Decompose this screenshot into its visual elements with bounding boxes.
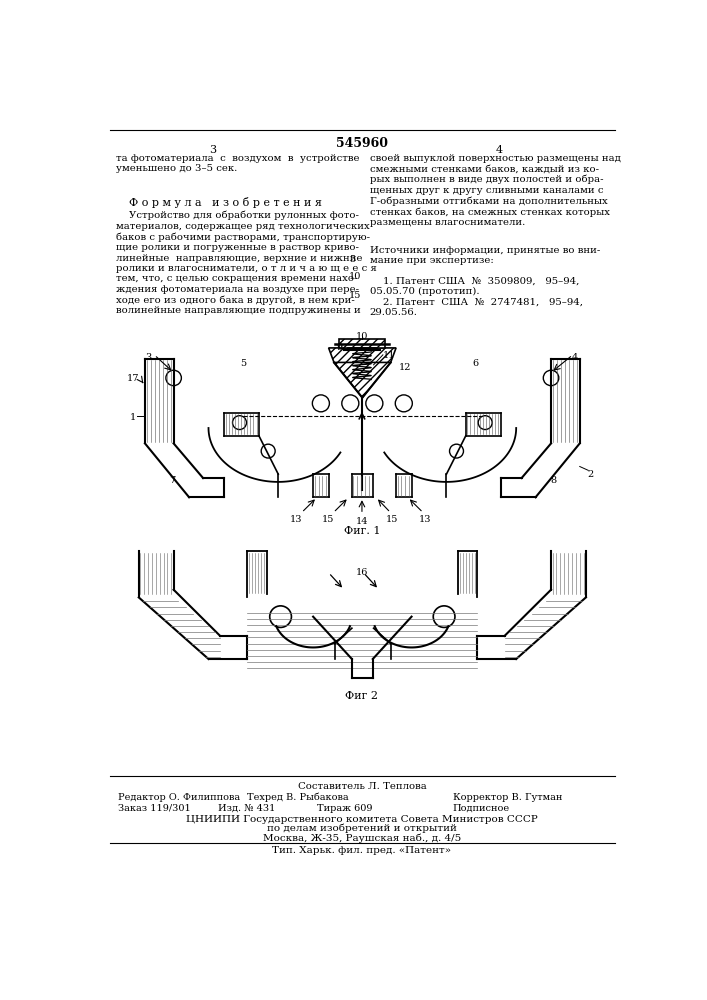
Text: Изд. № 431: Изд. № 431 xyxy=(218,804,275,813)
Text: 4: 4 xyxy=(496,145,503,155)
Text: 4: 4 xyxy=(572,353,578,362)
Text: Тип. Харьк. фил. пред. «Патент»: Тип. Харьк. фил. пред. «Патент» xyxy=(272,846,452,855)
Text: 12: 12 xyxy=(398,363,411,372)
Text: своей выпуклой поверхностью размещены над
смежными стенками баков, каждый из ко-: своей выпуклой поверхностью размещены на… xyxy=(370,154,621,227)
Text: Москва, Ж-35, Раушская наб., д. 4/5: Москва, Ж-35, Раушская наб., д. 4/5 xyxy=(263,833,461,843)
Text: 9: 9 xyxy=(337,343,342,352)
Text: 2: 2 xyxy=(588,470,594,479)
Text: 10: 10 xyxy=(356,332,368,341)
Text: 15: 15 xyxy=(349,291,361,300)
Text: 14: 14 xyxy=(356,517,368,526)
Text: Фиг 2: Фиг 2 xyxy=(346,691,378,701)
Text: Подписное: Подписное xyxy=(452,804,510,813)
Circle shape xyxy=(341,395,359,412)
Text: Составитель Л. Теплова: Составитель Л. Теплова xyxy=(298,782,426,791)
Text: 3: 3 xyxy=(146,353,152,362)
Text: 11: 11 xyxy=(383,351,395,360)
Text: та фотоматериала  с  воздухом  в  устройстве
уменьшено до 3–5 сек.: та фотоматериала с воздухом в устройстве… xyxy=(115,154,359,173)
Text: 15: 15 xyxy=(322,515,334,524)
Text: 10: 10 xyxy=(349,272,361,281)
Circle shape xyxy=(312,395,329,412)
Circle shape xyxy=(433,606,455,627)
Text: Редактор О. Филиппова: Редактор О. Филиппова xyxy=(118,793,240,802)
Text: 6: 6 xyxy=(473,359,479,368)
Circle shape xyxy=(270,606,291,627)
Circle shape xyxy=(261,444,275,458)
Text: 1: 1 xyxy=(130,413,136,422)
Circle shape xyxy=(450,444,464,458)
Text: Корректор В. Гутман: Корректор В. Гутман xyxy=(452,793,562,802)
Circle shape xyxy=(166,370,182,386)
Text: Устройство для обработки рулонных фото-
материалов, содержащее ряд технологическ: Устройство для обработки рулонных фото- … xyxy=(115,211,376,315)
Text: Фиг. 1: Фиг. 1 xyxy=(344,526,380,536)
Text: Источники информации, принятые во вни-
мание при экспертизе:

    1. Патент США : Источники информации, принятые во вни- м… xyxy=(370,246,600,317)
Circle shape xyxy=(478,416,492,430)
Text: Ф о р м у л а   и з о б р е т е н и я: Ф о р м у л а и з о б р е т е н и я xyxy=(129,197,322,208)
Polygon shape xyxy=(334,363,391,397)
Text: по делам изобретений и открытий: по делам изобретений и открытий xyxy=(267,824,457,833)
Text: 13: 13 xyxy=(290,515,303,524)
Text: ЦНИИПИ Государственного комитета Совета Министров СССР: ЦНИИПИ Государственного комитета Совета … xyxy=(186,815,538,824)
Text: 8: 8 xyxy=(550,476,556,485)
Circle shape xyxy=(543,370,559,386)
Text: Тираж 609: Тираж 609 xyxy=(317,804,373,813)
Text: 17: 17 xyxy=(127,374,139,383)
Text: 13: 13 xyxy=(419,515,432,524)
Text: 5: 5 xyxy=(240,359,247,368)
Circle shape xyxy=(366,395,383,412)
Text: 16: 16 xyxy=(356,568,368,577)
Text: Техред В. Рыбакова: Техред В. Рыбакова xyxy=(247,793,349,802)
Text: 545960: 545960 xyxy=(336,137,388,150)
Circle shape xyxy=(395,395,412,412)
Text: 5: 5 xyxy=(349,255,355,264)
Polygon shape xyxy=(339,339,385,348)
Circle shape xyxy=(233,416,247,430)
Polygon shape xyxy=(329,348,396,363)
Text: Заказ 119/301: Заказ 119/301 xyxy=(118,804,191,813)
Text: 7: 7 xyxy=(169,476,175,485)
Text: 3: 3 xyxy=(209,145,216,155)
Text: 15: 15 xyxy=(386,515,398,524)
